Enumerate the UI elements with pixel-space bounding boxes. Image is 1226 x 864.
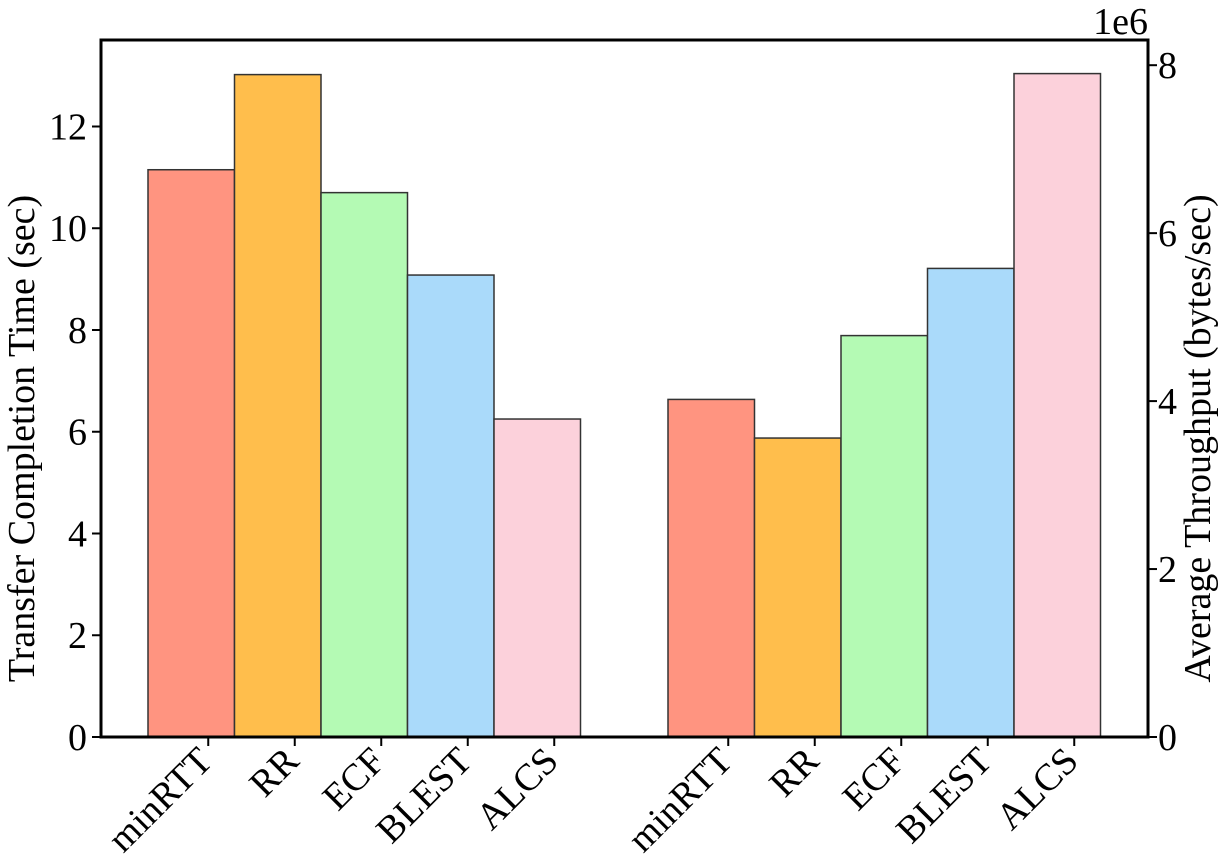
bar-time-rr [233,73,322,738]
right-tick-label: 6 [1158,213,1177,255]
x-tick-label-alcs: ALCS [988,740,1086,838]
bar-throughput-alcs [1013,72,1102,738]
right-tick-label: 2 [1158,549,1177,591]
bars-layer [147,72,1102,738]
left-tick-label: 6 [68,412,87,454]
left-tick-label: 2 [68,615,87,657]
x-tick-label-ecf: ECF [315,740,394,819]
right-tick-label: 0 [1158,717,1177,759]
left-tick-label: 12 [49,106,87,148]
x-tick-label-ecf: ECF [835,740,914,819]
x-tick-label-minrtt: minRTT [100,740,221,861]
x-tick-label-rr: RR [242,739,308,805]
left-tick-label: 8 [68,310,87,352]
right-axis-title: Average Throughput (bytes/sec) [1177,194,1219,682]
bar-time-blest [406,274,495,738]
bar-throughput-blest [926,267,1015,738]
left-tick-label: 4 [68,513,87,555]
bar-throughput-rr [753,437,842,738]
bar-time-ecf [320,191,409,738]
bar-throughput-minrtt [667,398,756,738]
x-tick-label-blest: BLEST [368,740,480,852]
right-axis-offset-label: 1e6 [1093,1,1148,43]
bar-throughput-ecf [840,334,929,738]
plot-frame [99,38,1150,739]
bar-time-alcs [493,418,582,738]
x-tick-label-blest: BLEST [888,740,1000,852]
axes-layer [92,38,1157,746]
bar-time-minrtt [147,168,236,738]
right-tick-label: 4 [1158,381,1177,423]
left-tick-label: 10 [49,208,87,250]
right-tick-label: 8 [1158,45,1177,87]
x-tick-label-alcs: ALCS [468,740,566,838]
x-tick-label-minrtt: minRTT [620,740,741,861]
left-tick-label: 0 [68,717,87,759]
x-tick-label-rr: RR [762,739,828,805]
left-axis-title: Transfer Completion Time (sec) [1,195,43,682]
